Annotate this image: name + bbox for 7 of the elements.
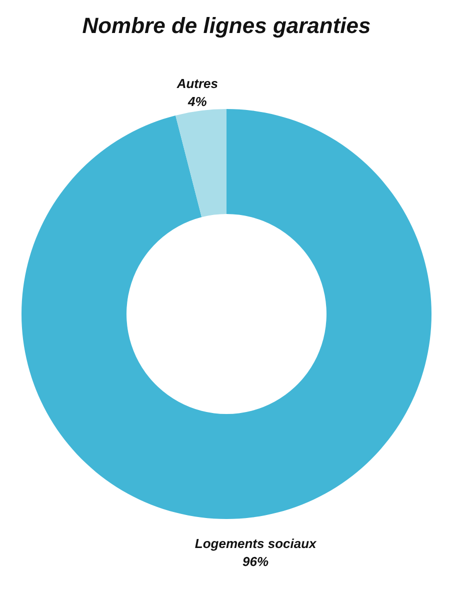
data-label: 4% [187, 94, 208, 109]
data-label: 96% [242, 554, 270, 570]
donut-slice [176, 109, 226, 218]
slice-label: Logements sociaux [194, 536, 318, 552]
slice-label: Autres [176, 76, 218, 91]
donut-slice [22, 109, 432, 519]
chart-title: Nombre de lignes garanties [82, 13, 371, 38]
